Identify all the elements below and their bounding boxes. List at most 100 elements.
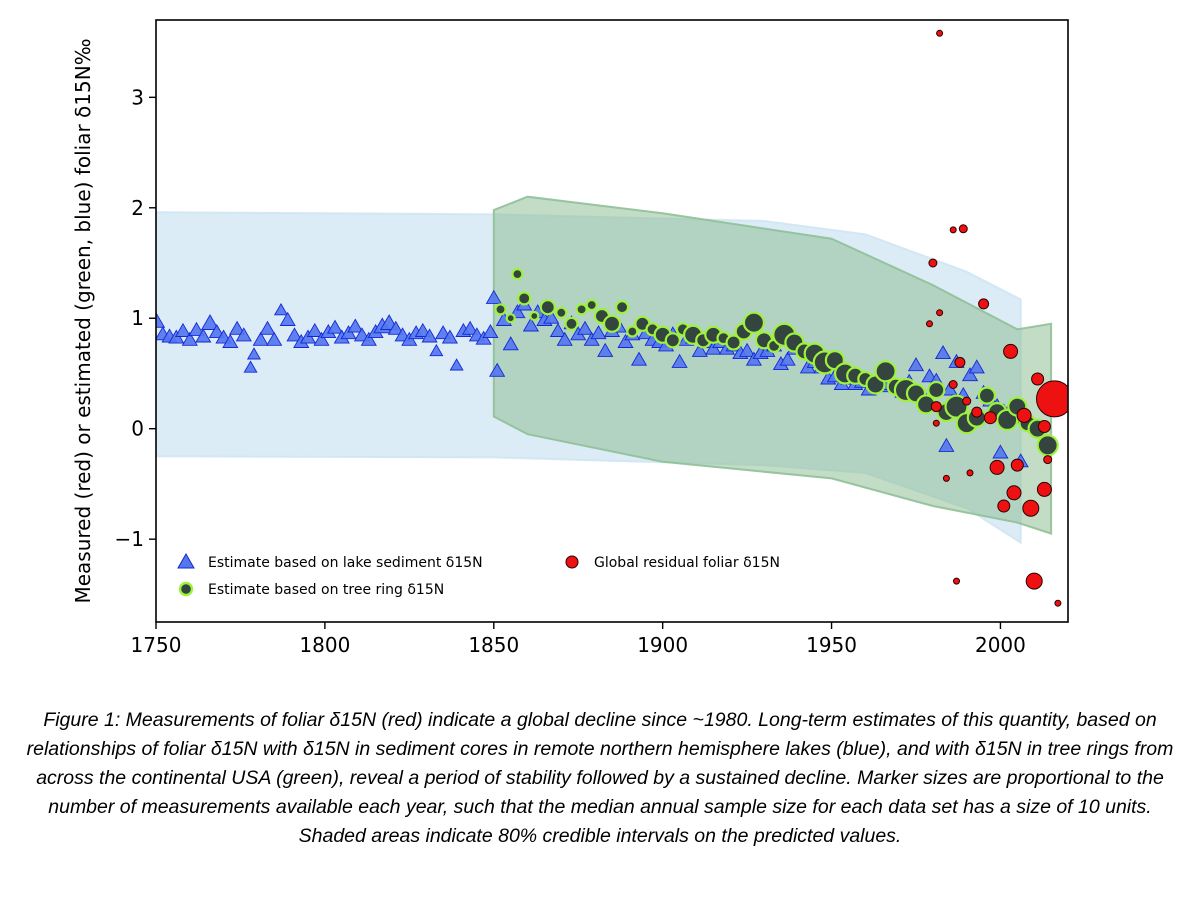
series-0-point [229, 320, 246, 335]
series-2-point [949, 226, 957, 234]
series-0-point [181, 331, 198, 346]
series-0-point [590, 325, 607, 340]
series-0-point [691, 342, 708, 357]
series-1-point [725, 334, 742, 351]
series-2-point [1010, 458, 1024, 472]
series-2-point [958, 224, 968, 234]
series-1-point [575, 303, 588, 316]
series-2-point [1031, 372, 1045, 386]
series-1-point [1036, 434, 1059, 457]
series-2-point [997, 499, 1011, 513]
x-tick-label: 1900 [637, 633, 688, 657]
y-tick-label: 1 [131, 306, 144, 330]
series-0-point [188, 321, 205, 336]
y-tick-label: 3 [131, 85, 144, 109]
series-0-point [739, 342, 756, 357]
series-0-point [617, 333, 634, 348]
y-tick-label: 0 [131, 417, 144, 441]
series-0-point [449, 358, 464, 371]
series-2-point [1037, 420, 1051, 433]
series-1-point [539, 299, 556, 316]
series-0-point [429, 343, 444, 357]
series-2-point [953, 577, 960, 585]
series-2-point [1036, 481, 1052, 497]
series-2-point [962, 396, 972, 406]
series-0-point [306, 322, 323, 337]
series-2-point [954, 356, 966, 368]
series-1-point [626, 325, 639, 338]
series-2-point [932, 419, 940, 427]
series-0-point [630, 351, 648, 366]
series-0-point [502, 336, 519, 351]
legend-marker [177, 552, 195, 569]
legend-marker [565, 555, 579, 569]
series-0-point [543, 309, 560, 324]
series-1-point [614, 300, 630, 315]
series-0-point [259, 320, 276, 335]
figure-caption: Figure 1: Measurements of foliar δ15N (r… [26, 709, 1174, 847]
series-1-point [927, 380, 946, 400]
series-2-point [948, 380, 958, 389]
series-0-point [195, 328, 212, 343]
series-0-point [273, 302, 288, 316]
series-1-point [517, 291, 532, 306]
credible-interval-bands [156, 195, 1053, 545]
series-1-point [944, 394, 969, 419]
series-2-point [1054, 599, 1062, 607]
series-2-point [983, 411, 997, 425]
series-0-point [934, 344, 952, 360]
series-2-point [966, 469, 974, 477]
series-0-point [421, 328, 438, 343]
series-2-point [942, 474, 950, 482]
series-0-point [286, 327, 303, 342]
series-0-point [779, 351, 796, 366]
series-0-point [347, 318, 364, 333]
series-2-point [978, 298, 990, 310]
series-0-point [387, 320, 404, 335]
series-1-point [564, 316, 579, 331]
series-0-point [671, 353, 688, 368]
legend-label: Estimate based on tree ring δ15N [208, 582, 444, 598]
series-0-point [556, 331, 573, 346]
series-0-point [462, 320, 479, 335]
series-0-point [208, 323, 225, 339]
y-axis: −1 0 1 2 3 [115, 85, 156, 551]
series-0-point [938, 437, 955, 452]
series-2-point [1025, 572, 1043, 590]
series-0-point [279, 311, 296, 326]
series-1-point [585, 298, 598, 312]
series-2-point [1006, 485, 1022, 501]
series-0-point [156, 311, 166, 328]
series-2-point [936, 29, 944, 37]
legend-label: Global residual foliar δ15N [594, 555, 780, 571]
series-1-point [511, 268, 524, 281]
legend-marker [178, 581, 194, 597]
series-2-point [1043, 455, 1053, 465]
series-2-point [989, 459, 1005, 475]
x-tick-label: 1950 [806, 633, 857, 657]
series-0-point [174, 322, 192, 337]
series-2-point [1003, 343, 1019, 359]
series-0-point [360, 331, 377, 346]
legend-label: Estimate based on lake sediment δ15N [208, 555, 483, 571]
y-tick-label: −1 [115, 527, 144, 551]
series-0-point [482, 323, 499, 339]
series-2-point [928, 258, 938, 268]
series-1-point [874, 360, 897, 383]
legend: Estimate based on lake sediment δ15N Esti… [177, 552, 780, 598]
x-tick-label: 1800 [299, 633, 350, 657]
x-tick-label: 1850 [468, 633, 519, 657]
series-0-point [522, 317, 539, 332]
series-0-point [235, 327, 252, 342]
series-0-point [576, 320, 594, 335]
plot-frame [155, 19, 1069, 623]
series-0-point [597, 342, 614, 357]
series-1-point [505, 313, 516, 324]
band-1 [492, 195, 1053, 535]
series-0-point [266, 331, 283, 346]
series-0-point [968, 359, 985, 374]
series-0-point [326, 319, 344, 334]
series-2-point [930, 401, 942, 413]
series-2-point [971, 406, 983, 418]
series-1-point [555, 306, 568, 319]
